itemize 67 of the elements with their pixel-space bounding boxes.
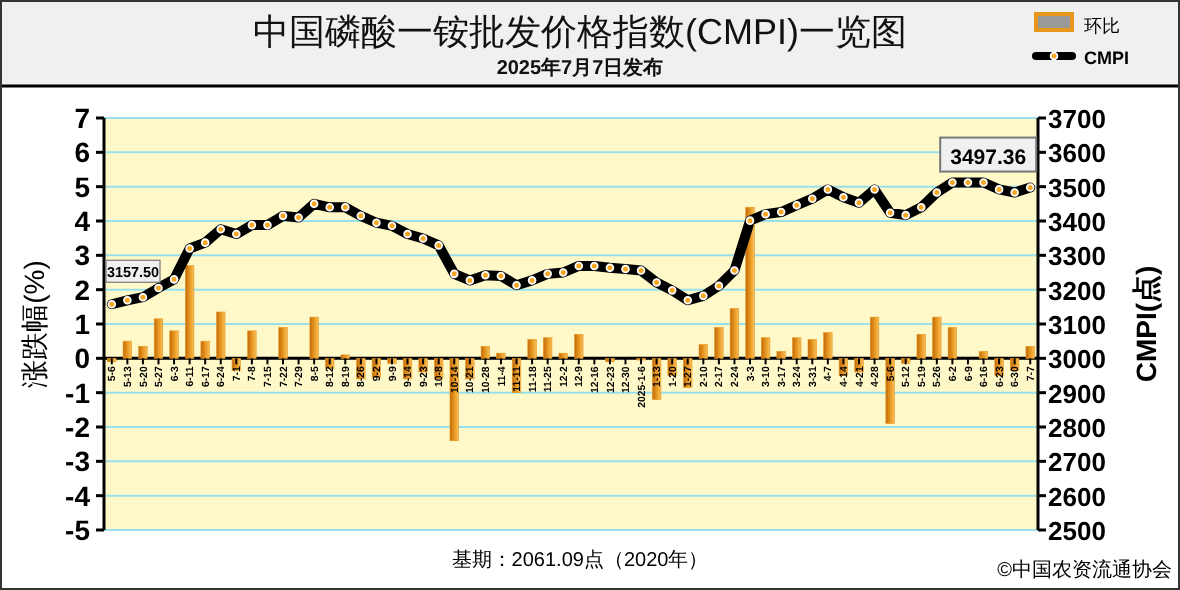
bar — [807, 339, 817, 359]
y-axis-title: 涨跌幅(%) — [18, 260, 50, 388]
y2-tick-label: 3400 — [1048, 207, 1106, 237]
y-tick-label: 4 — [74, 205, 91, 237]
bar — [978, 351, 989, 359]
bar — [558, 352, 568, 359]
y-tick-label: -1 — [65, 376, 91, 409]
bar — [278, 327, 288, 359]
bar — [714, 327, 724, 359]
bar — [185, 265, 195, 359]
y2-tick-label: 3600 — [1048, 138, 1106, 169]
bar — [776, 351, 786, 359]
y2-tick-label: 3000 — [1048, 344, 1106, 375]
bar — [200, 340, 210, 359]
bar — [138, 346, 148, 359]
bar — [169, 330, 179, 359]
y-tick-label: -5 — [65, 514, 91, 546]
y2-tick-label: 3100 — [1048, 310, 1106, 340]
y-tick-label: 5 — [74, 170, 91, 203]
y-tick-label: 6 — [74, 136, 91, 169]
y2-tick-label: 3300 — [1048, 241, 1106, 272]
y-tick-label: 0 — [74, 342, 91, 375]
bar — [823, 332, 833, 359]
text: ©中国农资流通协会 — [997, 558, 1172, 582]
bar — [729, 308, 740, 359]
chart-title: 中国磷酸一铵批发价格指数(CMPI)一览图 — [253, 12, 907, 52]
bar — [153, 318, 164, 359]
bar — [122, 340, 132, 359]
y2-tick-label: 2900 — [1048, 378, 1106, 409]
bar — [698, 344, 708, 359]
y2-tick-label: 2800 — [1048, 413, 1106, 443]
chart-subtitle: 2025年7月7日发布 — [496, 56, 664, 80]
bar — [449, 358, 459, 442]
bar — [247, 330, 257, 359]
y-tick-label: 2 — [74, 273, 91, 306]
bar — [1025, 346, 1035, 359]
y2-tick-label: 2500 — [1048, 516, 1106, 546]
bar — [932, 316, 942, 359]
y-tick-label: 1 — [74, 308, 91, 340]
bar — [916, 334, 926, 359]
bar — [543, 337, 553, 359]
bar — [574, 334, 584, 359]
data-label: 3497.36 — [950, 145, 1027, 170]
y-tick-label: -4 — [65, 479, 91, 512]
bar — [480, 346, 490, 359]
bar — [885, 358, 895, 424]
y-tick-label: -3 — [65, 445, 91, 478]
bar — [761, 337, 771, 359]
bar — [216, 311, 226, 359]
legend-label: CMPI — [1084, 48, 1129, 68]
bar — [869, 316, 880, 359]
y2-tick-label: 2700 — [1048, 447, 1106, 478]
legend-label: 环比 — [1084, 16, 1120, 36]
bar — [947, 327, 957, 359]
y2-axis-title: CMPI(点) — [1130, 265, 1162, 383]
y2-tick-label: 3500 — [1048, 172, 1106, 203]
bar — [792, 337, 802, 359]
bar — [496, 352, 506, 359]
y-tick-label: 3 — [74, 239, 91, 272]
y2-tick-label: 3200 — [1048, 275, 1106, 306]
y2-tick-label: 2600 — [1048, 481, 1106, 512]
y-tick-label: 7 — [74, 102, 91, 134]
bar — [527, 339, 537, 359]
y-tick-label: -2 — [65, 411, 91, 443]
y2-tick-label: 3700 — [1048, 104, 1106, 134]
bar — [309, 316, 319, 359]
text: 基期：2061.09点（2020年） — [451, 548, 709, 572]
